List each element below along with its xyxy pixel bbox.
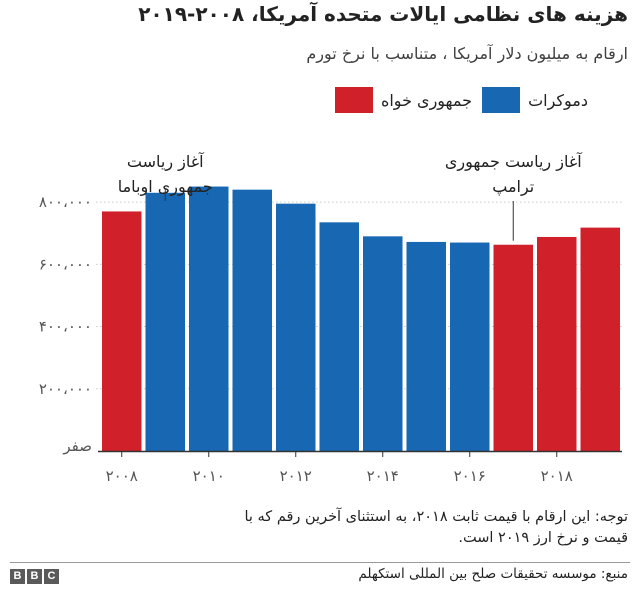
x-tick-label: ۲۰۱۴ xyxy=(367,467,399,485)
bar-chart: صفر ۲۰۰،۰۰۰ ۴۰۰،۰۰۰ ۶۰۰،۰۰۰ ۸۰۰،۰۰۰ ۲۰۰۸ ۲۰۱۰ ۲… xyxy=(39,152,622,485)
legend-item-democrat: دموکرات xyxy=(482,87,588,113)
y-tick-label: ۸۰۰،۰۰۰ xyxy=(39,193,92,211)
legend-item-republican: جمهوری خواه xyxy=(334,87,473,113)
bbc-logo: B B C xyxy=(10,569,59,584)
bar-2015 xyxy=(406,241,446,451)
bar-2010 xyxy=(189,186,229,452)
y-tick-label: ۴۰۰،۰۰۰ xyxy=(39,318,92,336)
bar-2011 xyxy=(232,189,272,451)
bbc-logo-letter: B xyxy=(10,569,25,584)
bbc-logo-letter: C xyxy=(44,569,59,584)
legend-label-democrat: دموکرات xyxy=(528,90,588,110)
legend: جمهوری خواه دموکرات xyxy=(334,86,628,114)
bbc-logo-letter: B xyxy=(27,569,42,584)
bar-2019 xyxy=(580,227,620,451)
bar-2009 xyxy=(145,192,185,451)
bar-2008 xyxy=(102,211,142,451)
bar-2013 xyxy=(319,222,359,451)
legend-swatch-democrat xyxy=(482,87,521,113)
chart-note: توجه: این ارقام با قیمت ثابت ۲۰۱۸، به اس… xyxy=(244,509,628,546)
x-tick-label: ۲۰۱۰ xyxy=(193,467,225,485)
bar-2018 xyxy=(537,236,577,451)
bar-2017 xyxy=(493,244,533,451)
y-tick-label: ۶۰۰،۰۰۰ xyxy=(39,255,92,273)
x-tick-label: ۲۰۱۶ xyxy=(454,467,486,485)
legend-label-republican: جمهوری خواه xyxy=(380,90,473,110)
bar-2016 xyxy=(450,242,490,451)
annotation-text: جمهوری اوباما xyxy=(118,177,213,197)
footer-divider xyxy=(10,562,630,563)
chart-source: منبع: موسسه تحقیقات صلح بین المللی استکه… xyxy=(358,566,628,582)
annotation-text: آغاز ریاست جمهوری xyxy=(445,152,583,172)
annotation-text: ترامپ xyxy=(492,177,534,197)
y-tick-label: صفر xyxy=(62,437,92,455)
legend-swatch-republican xyxy=(334,87,373,113)
x-tick-label: ۲۰۱۲ xyxy=(280,467,312,485)
chart-title: هزینه های نظامی ایالات متحده آمریکا، ۲۰۰… xyxy=(138,2,628,26)
chart-subtitle: ارقام به میلیون دلار آمریکا ، متناسب با … xyxy=(306,44,628,63)
bar-2012 xyxy=(276,203,316,451)
annotation-text: آغاز ریاست xyxy=(127,152,205,172)
bar-2014 xyxy=(363,236,403,451)
x-tick-label: ۲۰۱۸ xyxy=(541,467,573,485)
y-tick-label: ۲۰۰،۰۰۰ xyxy=(39,380,92,398)
x-tick-label: ۲۰۰۸ xyxy=(106,467,138,485)
